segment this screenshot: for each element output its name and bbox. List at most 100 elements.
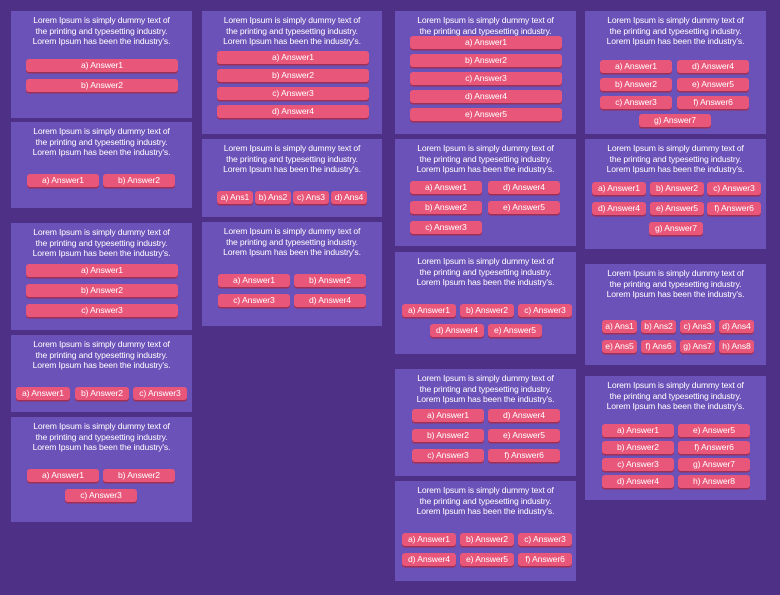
- question-line: Lorem Ipsum has been the industry's.: [223, 164, 361, 174]
- question-line: the printing and typesetting industry.: [419, 383, 552, 394]
- answer-button[interactable]: e) Answer5: [460, 553, 514, 566]
- answer-button[interactable]: e) Answer5: [488, 429, 560, 442]
- question-line: Lorem Ipsum has been the industry's.: [606, 164, 745, 174]
- answer-button[interactable]: b) Answer2: [294, 274, 366, 287]
- answer-button[interactable]: e) Answer5: [677, 78, 749, 91]
- question-line: Lorem Ipsum is simply dummy text of: [33, 15, 170, 25]
- answer-button[interactable]: b) Answer2: [460, 304, 514, 317]
- question-card: Lorem Ipsum is simply dummy text of the p…: [585, 376, 766, 500]
- answer-button[interactable]: f) Answer6: [678, 441, 750, 454]
- answer-button[interactable]: b) Answer2: [602, 441, 674, 454]
- answer-button[interactable]: c) Answer3: [602, 458, 674, 471]
- answer-button[interactable]: b) Answer2: [410, 54, 562, 67]
- answer-button[interactable]: h) Ans8: [719, 340, 754, 353]
- answer-button[interactable]: c) Answer3: [707, 182, 761, 195]
- answer-button[interactable]: g) Answer7: [678, 458, 750, 471]
- answer-button[interactable]: b) Ans2: [255, 191, 291, 204]
- answer-button[interactable]: b) Answer2: [103, 469, 175, 482]
- answer-button[interactable]: d) Answer4: [488, 181, 560, 194]
- answer-button[interactable]: b) Ans2: [641, 320, 676, 333]
- answer-button[interactable]: e) Ans5: [602, 340, 637, 353]
- answer-button[interactable]: a) Answer1: [602, 424, 674, 437]
- question-text: Lorem Ipsum is simply dummy text of the p…: [591, 143, 760, 182]
- answer-button[interactable]: b) Answer2: [410, 201, 482, 214]
- answer-button[interactable]: a) Answer1: [410, 181, 482, 194]
- answer-button[interactable]: b) Answer2: [460, 533, 514, 546]
- answer-button[interactable]: c) Answer3: [600, 96, 672, 109]
- answer-button[interactable]: a) Answer1: [16, 387, 70, 400]
- answer-button[interactable]: a) Answer1: [27, 174, 99, 187]
- answer-button[interactable]: e) Answer5: [488, 324, 542, 337]
- question-card: Lorem Ipsum is simply dummy text of the p…: [202, 222, 382, 326]
- answer-button[interactable]: a) Ans1: [602, 320, 637, 333]
- answer-button[interactable]: c) Answer3: [217, 87, 369, 100]
- question-line: Lorem Ipsum is simply dummy text of: [607, 380, 744, 390]
- answer-button[interactable]: d) Answer4: [430, 324, 484, 337]
- question-line: Lorem Ipsum is simply dummy text of: [417, 143, 554, 153]
- answer-button[interactable]: a) Answer1: [402, 533, 456, 546]
- answer-button[interactable]: c) Answer3: [518, 533, 572, 546]
- answer-button[interactable]: b) Answer2: [103, 174, 175, 187]
- answer-button[interactable]: b) Answer2: [217, 69, 369, 82]
- answer-button[interactable]: a) Answer1: [218, 274, 290, 287]
- question-text: Lorem Ipsum is simply dummy text of the p…: [401, 485, 570, 533]
- answer-button[interactable]: b) Answer2: [26, 284, 178, 297]
- answer-button[interactable]: g) Ans7: [680, 340, 715, 353]
- answer-button[interactable]: d) Ans4: [331, 191, 367, 204]
- answer-button[interactable]: e) Answer5: [678, 424, 750, 437]
- answer-button[interactable]: f) Answer6: [677, 96, 749, 109]
- answer-button[interactable]: d) Answer4: [677, 60, 749, 73]
- answer-button[interactable]: a) Answer1: [412, 409, 484, 422]
- answer-button[interactable]: a) Answer1: [410, 36, 562, 49]
- answer-button[interactable]: d) Answer4: [294, 294, 366, 307]
- answer-button[interactable]: d) Answer4: [217, 105, 369, 118]
- answer-button[interactable]: a) Answer1: [27, 469, 99, 482]
- answer-button[interactable]: c) Answer3: [133, 387, 187, 400]
- answer-button[interactable]: f) Answer6: [518, 553, 572, 566]
- answer-button[interactable]: c) Answer3: [410, 72, 562, 85]
- question-line: Lorem Ipsum has been the industry's.: [32, 36, 171, 46]
- answer-button[interactable]: d) Answer4: [602, 475, 674, 488]
- answer-button[interactable]: c) Answer3: [412, 449, 484, 462]
- question-text: Lorem Ipsum is simply dummy text of the p…: [17, 126, 186, 174]
- answer-button[interactable]: a) Answer1: [402, 304, 456, 317]
- answer-button[interactable]: f) Ans6: [641, 340, 676, 353]
- answer-button[interactable]: b) Answer2: [650, 182, 704, 195]
- answer-button[interactable]: c) Ans3: [680, 320, 715, 333]
- answer-button[interactable]: d) Ans4: [719, 320, 754, 333]
- answer-button[interactable]: g) Answer7: [639, 114, 711, 127]
- answer-button[interactable]: a) Answer1: [592, 182, 646, 195]
- answer-button[interactable]: b) Answer2: [412, 429, 484, 442]
- answer-button[interactable]: e) Answer5: [650, 202, 704, 215]
- answer-button[interactable]: a) Answer1: [26, 264, 178, 277]
- answer-button[interactable]: d) Answer4: [402, 553, 456, 566]
- answer-button[interactable]: c) Ans3: [293, 191, 329, 204]
- answer-button[interactable]: c) Answer3: [410, 221, 482, 234]
- answer-button[interactable]: e) Answer5: [488, 201, 560, 214]
- answer-button[interactable]: e) Answer5: [410, 108, 562, 121]
- answer-button[interactable]: a) Ans1: [217, 191, 253, 204]
- question-line: the printing and typesetting industry.: [35, 237, 168, 248]
- answer-button[interactable]: d) Answer4: [410, 90, 562, 103]
- answer-button[interactable]: c) Answer3: [218, 294, 290, 307]
- answer-button[interactable]: f) Answer6: [488, 449, 560, 462]
- answer-button[interactable]: c) Answer3: [26, 304, 178, 317]
- answer-button[interactable]: g) Answer7: [649, 222, 703, 235]
- answer-button[interactable]: b) Answer2: [26, 79, 178, 92]
- answer-button[interactable]: a) Answer1: [600, 60, 672, 73]
- question-card: Lorem Ipsum is simply dummy text of the p…: [395, 481, 576, 581]
- answer-button[interactable]: c) Answer3: [65, 489, 137, 502]
- answer-button[interactable]: d) Answer4: [488, 409, 560, 422]
- answer-button[interactable]: b) Answer2: [75, 387, 129, 400]
- answer-button[interactable]: a) Answer1: [26, 59, 178, 72]
- question-line: the printing and typesetting industry.: [35, 25, 168, 36]
- answer-button[interactable]: c) Answer3: [518, 304, 572, 317]
- answer-button[interactable]: d) Answer4: [592, 202, 646, 215]
- answer-button[interactable]: a) Answer1: [217, 51, 369, 64]
- answer-button[interactable]: h) Answer8: [678, 475, 750, 488]
- question-text: Lorem Ipsum is simply dummy text of the p…: [208, 143, 376, 191]
- question-card: Lorem Ipsum is simply dummy text of the p…: [11, 417, 192, 522]
- answer-button[interactable]: b) Answer2: [600, 78, 672, 91]
- answer-button[interactable]: f) Answer6: [707, 202, 761, 215]
- question-line: the printing and typesetting industry.: [419, 266, 552, 277]
